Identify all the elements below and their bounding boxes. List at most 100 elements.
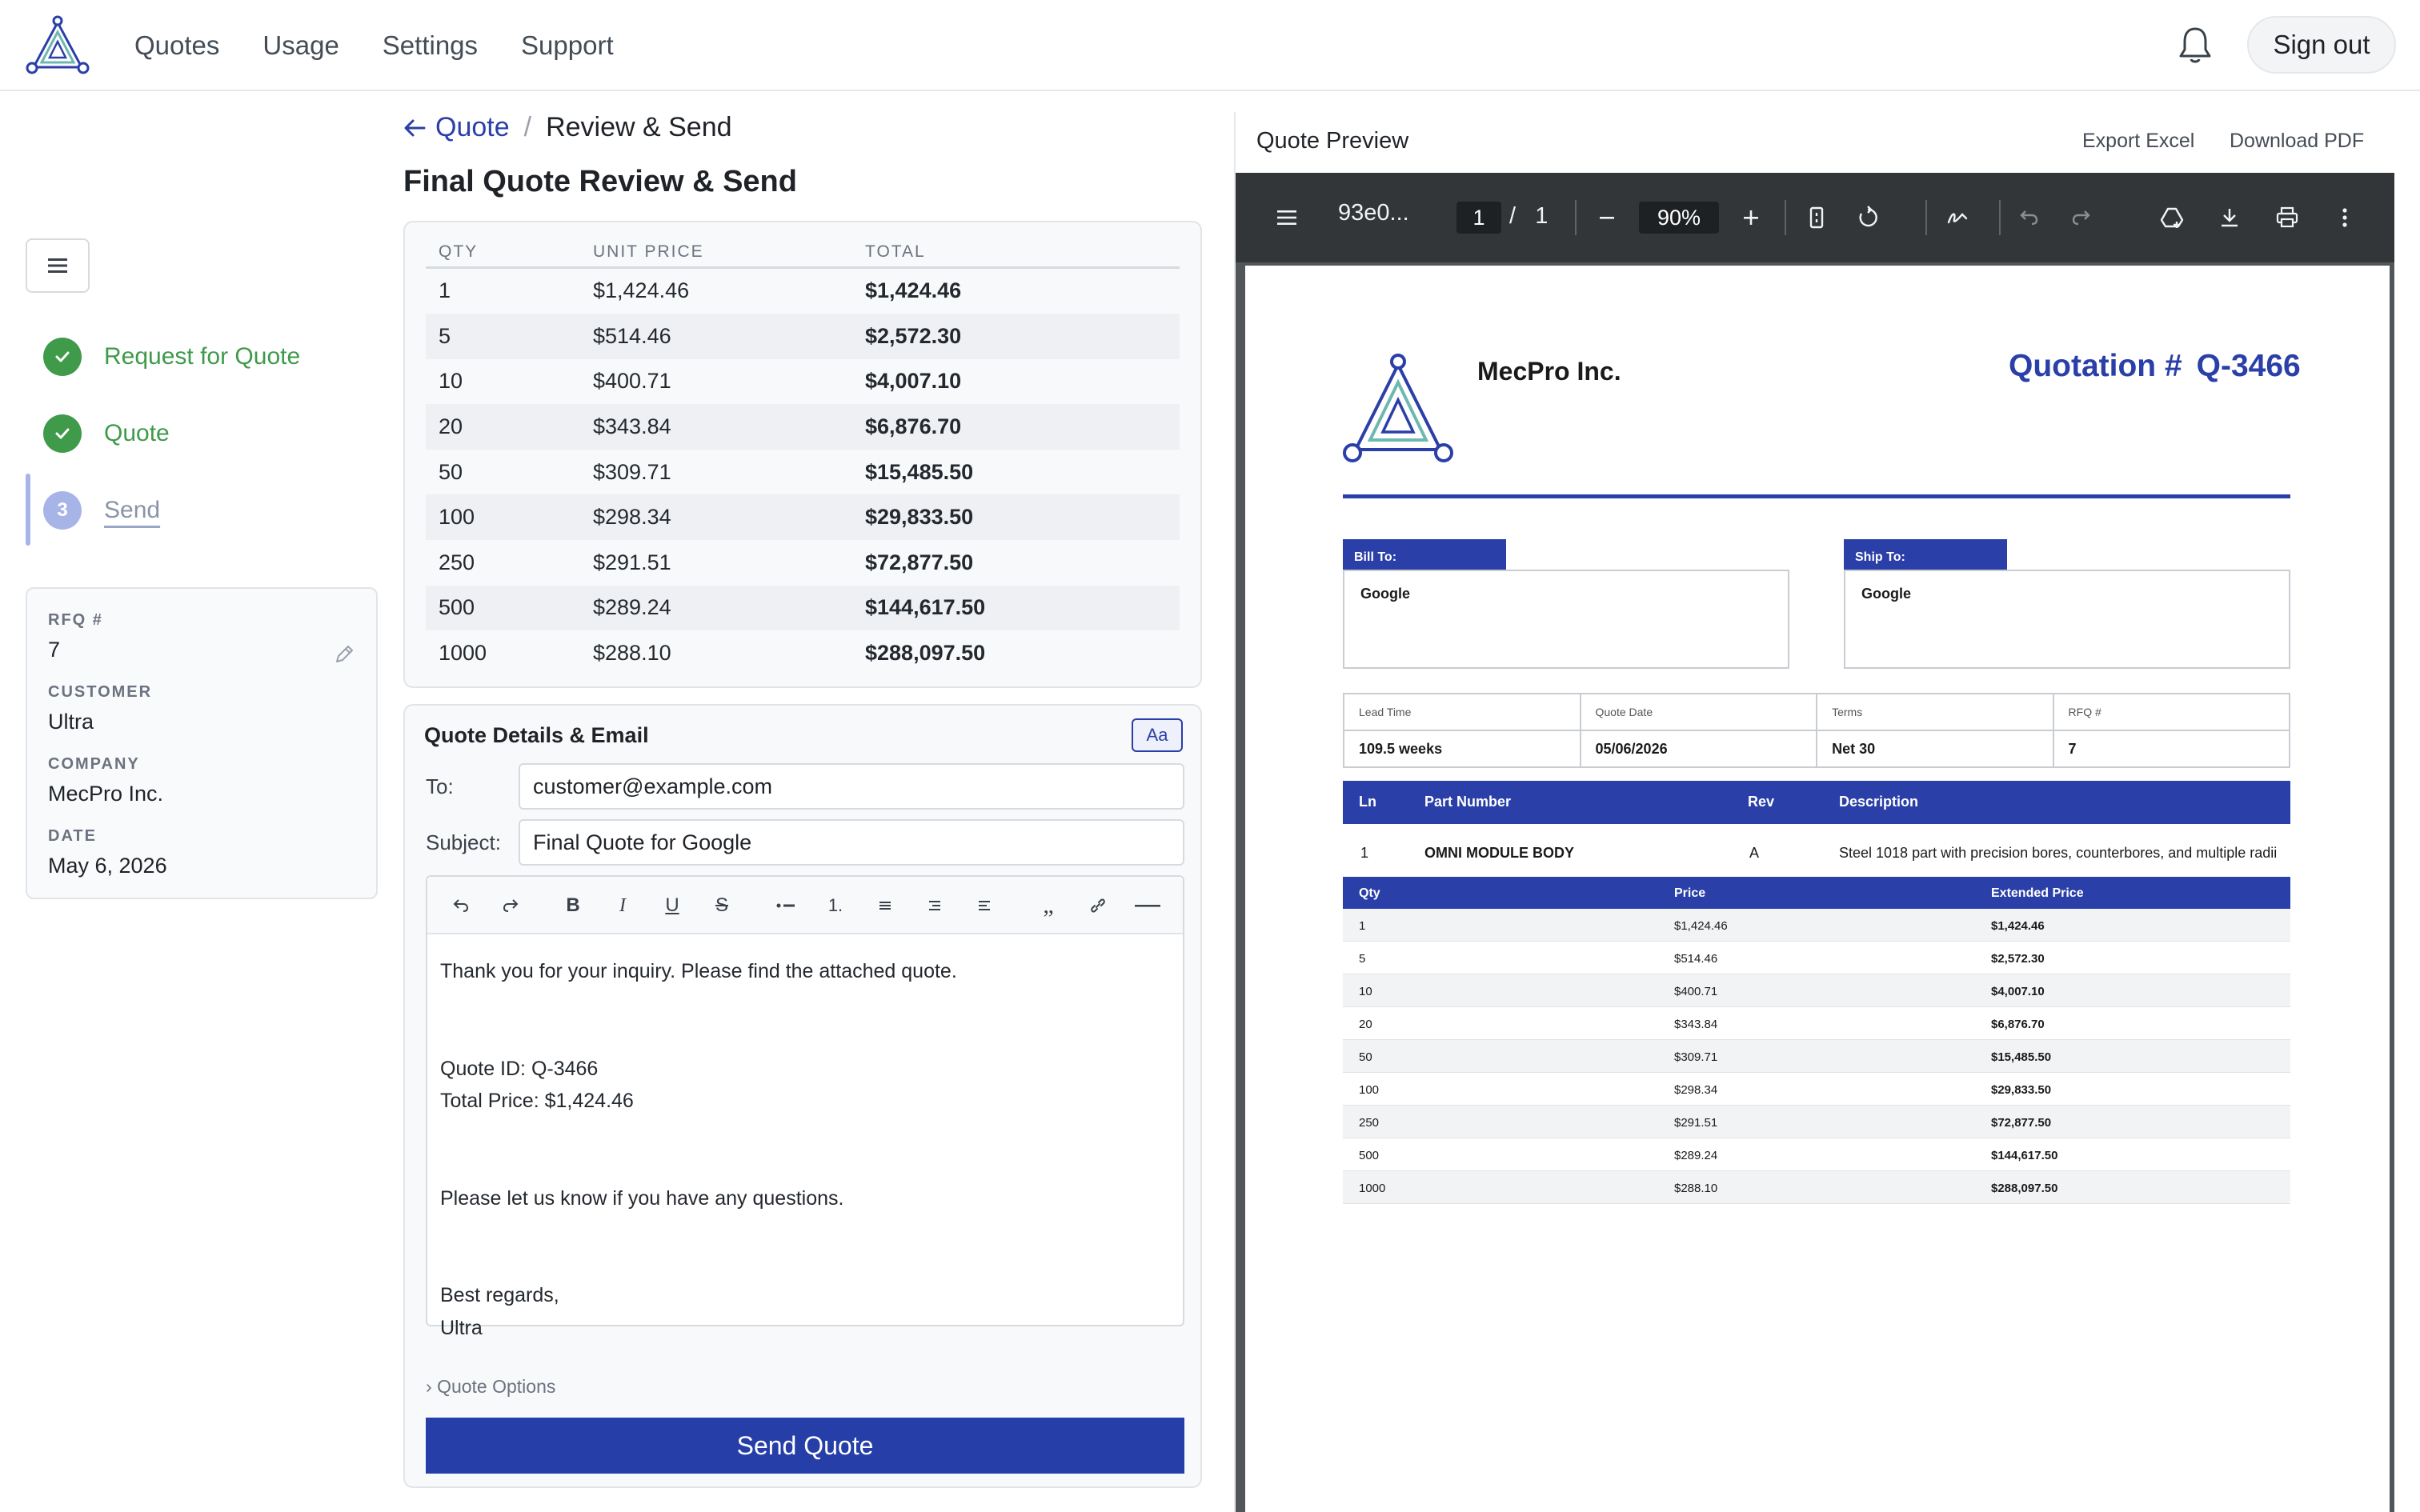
header-divider <box>1343 494 2290 498</box>
to-email-field[interactable]: customer@example.com <box>519 763 1184 810</box>
email-body-editor[interactable]: B I U S 1. „ Thank you <box>426 875 1184 1339</box>
print-icon[interactable] <box>2271 202 2303 234</box>
ship-to-header: Ship To: <box>1844 539 2007 570</box>
pdf-page: MecPro Inc. Quotation # Q-3466 Bill To: … <box>1245 266 2390 1512</box>
strikethrough-icon[interactable]: S <box>715 894 728 916</box>
nav-usage[interactable]: Usage <box>262 30 339 60</box>
editor-toolbar: B I U S 1. „ <box>427 877 1183 934</box>
preview-title: Quote Preview <box>1256 128 1409 154</box>
to-label: To: <box>426 774 454 798</box>
cell-unit-price: $288.10 <box>593 640 671 665</box>
page-title: Final Quote Review & Send <box>403 165 797 198</box>
underline-icon[interactable]: U <box>665 894 679 916</box>
check-icon <box>43 338 82 376</box>
step-quote[interactable]: Quote <box>24 402 170 466</box>
notification-bell-icon[interactable] <box>2175 24 2215 66</box>
nav-support[interactable]: Support <box>521 30 614 60</box>
step-label: Request for Quote <box>104 343 301 370</box>
rfq-label: RFQ # <box>48 611 103 629</box>
quote-date-value: 05/06/2026 <box>1579 730 1818 768</box>
cell-price: $343.84 <box>1674 1018 1718 1031</box>
rotate-icon[interactable] <box>1852 202 1884 234</box>
pdf-viewer-toolbar: 93e0... 1 / 1 90% <box>1236 173 2394 262</box>
line-items-header: Ln Part Number Rev Description <box>1343 781 2290 824</box>
page-count: 1 <box>1535 203 1549 229</box>
sign-out-button[interactable]: Sign out <box>2247 16 2396 74</box>
pdf-redo-icon[interactable] <box>2065 202 2097 234</box>
annotate-icon[interactable] <box>1941 202 1973 234</box>
cell-extended-price: $29,833.50 <box>1991 1083 2052 1097</box>
col-unit-price: UNIT PRICE <box>580 238 852 269</box>
cell-price: $291.51 <box>1674 1116 1718 1130</box>
table-row: 5 $514.46 $2,572.30 <box>426 314 1180 359</box>
link-icon[interactable] <box>1084 891 1112 920</box>
check-icon <box>43 414 82 453</box>
more-options-icon[interactable] <box>2329 202 2361 234</box>
quote-options-toggle[interactable]: › Quote Options <box>426 1376 555 1398</box>
part-rev: A <box>1749 845 1760 861</box>
undo-icon[interactable] <box>447 891 475 920</box>
cell-extended-price: $4,007.10 <box>1991 985 2045 998</box>
pdf-menu-icon[interactable] <box>1271 202 1303 234</box>
table-row: 1 $1,424.46 $1,424.46 <box>426 267 1180 314</box>
cell-qty: 500 <box>426 585 580 631</box>
breadcrumb-separator: / <box>523 112 532 142</box>
italic-icon[interactable]: I <box>619 894 626 916</box>
cell-total: $29,833.50 <box>852 494 1180 540</box>
cell-qty: 50 <box>1359 1050 1372 1064</box>
step-request-for-quote[interactable]: Request for Quote <box>24 325 300 389</box>
font-format-button[interactable]: Aa <box>1132 718 1183 752</box>
export-excel-link[interactable]: Export Excel <box>2082 130 2195 152</box>
table-row: 500 $289.24 $144,617.50 <box>426 585 1180 631</box>
cell-price: $514.46 <box>1674 952 1718 966</box>
email-body-line: Total Price: $1,424.46 <box>440 1090 634 1112</box>
customer-value: Ultra <box>48 710 94 734</box>
pdf-canvas[interactable]: MecPro Inc. Quotation # Q-3466 Bill To: … <box>1236 262 2394 1512</box>
cell-qty: 5 <box>426 314 580 359</box>
zoom-level-input[interactable]: 90% <box>1639 202 1719 234</box>
indent-icon[interactable] <box>920 891 949 920</box>
send-quote-button[interactable]: Send Quote <box>426 1418 1184 1474</box>
step-send[interactable]: 3 Send <box>24 478 160 542</box>
page-number-input[interactable]: 1 <box>1456 202 1501 234</box>
download-icon[interactable] <box>2214 202 2246 234</box>
redo-icon[interactable] <box>496 891 525 920</box>
cell-price: $400.71 <box>1674 985 1718 998</box>
sidebar-menu-button[interactable] <box>26 238 90 293</box>
back-to-quote-link[interactable]: Quote <box>403 112 510 143</box>
drive-save-icon[interactable] <box>2156 202 2188 234</box>
quote-preview-pane: Quote Preview Export Excel Download PDF <box>1234 112 2420 1512</box>
nav-settings[interactable]: Settings <box>382 30 479 60</box>
pencil-icon[interactable] <box>333 643 355 666</box>
email-body-line: Ultra <box>440 1316 483 1339</box>
col-total: TOTAL <box>852 238 1180 269</box>
numbered-list-icon[interactable]: 1. <box>827 895 843 915</box>
price-breaks-table: QTY UNIT PRICE TOTAL 1 $1,424.46 $1,424.46… <box>426 238 1180 676</box>
subject-field[interactable]: Final Quote for Google <box>519 819 1184 866</box>
nav-quotes[interactable]: Quotes <box>134 30 220 60</box>
price-breaks-header: Qty Price Extended Price <box>1343 877 2290 909</box>
line-number: 1 <box>1360 845 1369 861</box>
zoom-out-icon[interactable] <box>1591 202 1623 234</box>
email-body-line <box>440 1118 1170 1150</box>
document-qty-row: 50 $309.71 $15,485.50 <box>1343 1040 2290 1073</box>
breadcrumb: Quote / Review & Send <box>403 112 732 143</box>
horizontal-rule-icon[interactable] <box>1133 891 1162 920</box>
cell-price: $288.10 <box>1674 1182 1718 1195</box>
bullet-list-icon[interactable] <box>771 891 800 920</box>
download-pdf-link[interactable]: Download PDF <box>2230 130 2365 152</box>
step-number: 3 <box>43 491 82 530</box>
document-qty-row: 5 $514.46 $2,572.30 <box>1343 942 2290 974</box>
fit-page-icon[interactable] <box>1801 202 1833 234</box>
zoom-in-icon[interactable] <box>1735 202 1767 234</box>
email-body-text[interactable]: Thank you for your inquiry. Please find … <box>427 934 1183 1365</box>
bold-icon[interactable]: B <box>566 894 580 916</box>
align-center-icon[interactable] <box>871 891 899 920</box>
blockquote-icon[interactable]: „ <box>1043 892 1054 918</box>
cell-extended-price: $1,424.46 <box>1991 919 2045 933</box>
outdent-icon[interactable] <box>970 891 999 920</box>
cell-qty: 100 <box>426 494 580 540</box>
pdf-undo-icon[interactable] <box>2013 202 2045 234</box>
quote-details-card: Quote Details & Email Aa To: customer@ex… <box>403 704 1202 1488</box>
company-logo[interactable] <box>24 14 91 75</box>
